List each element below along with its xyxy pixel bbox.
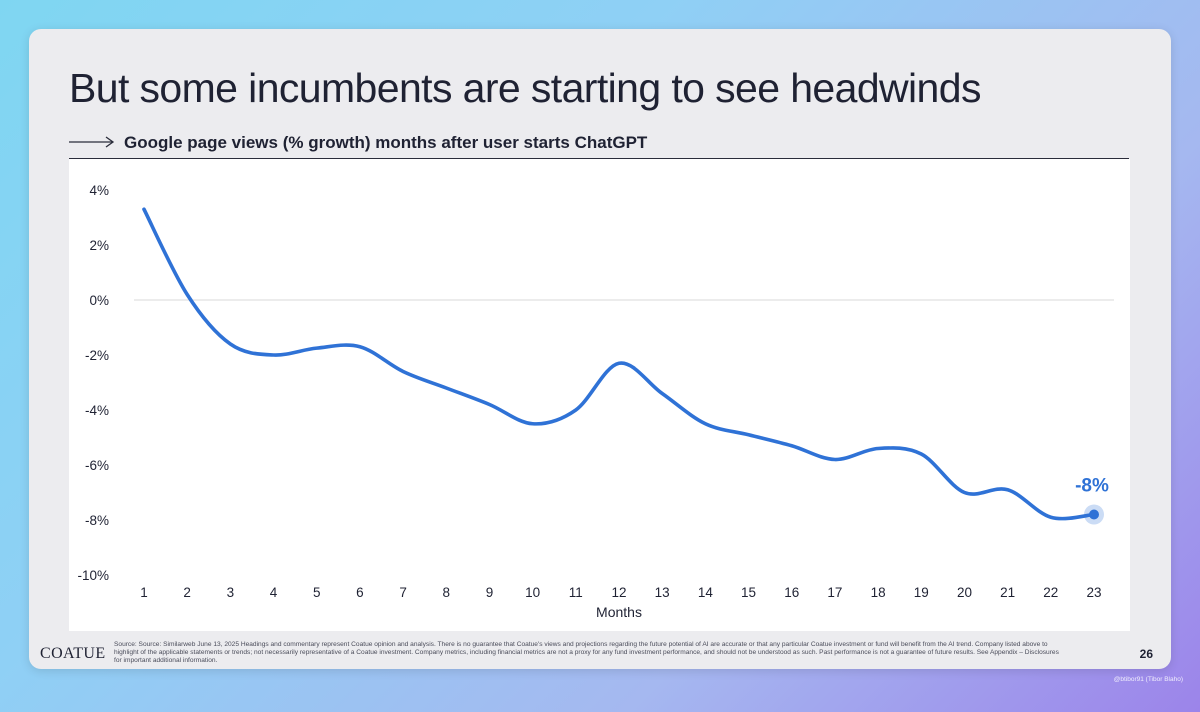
coatue-logo: COATUE [40,645,106,662]
x-tick-label: 14 [698,585,714,600]
slide-title: But some incumbents are starting to see … [69,65,981,111]
footer: COATUE Source: Source: Similarweb June 1… [29,631,1171,669]
y-tick-label: -4% [85,403,109,418]
y-tick-label: -6% [85,458,109,473]
x-tick-label: 12 [611,585,626,600]
end-point-marker [1089,509,1099,520]
x-tick-label: 20 [957,585,972,600]
long-right-arrow-icon [69,136,115,148]
x-tick-label: 11 [569,585,583,600]
y-tick-label: 0% [89,293,109,308]
x-axis-label: Months [596,604,642,620]
x-tick-label: 23 [1086,585,1101,600]
chart-panel: 4% 2% 0% -2% -4% -6% -8% -10% 1 2 3 4 5 6 7 8 9 10 11 12 13 1… [69,159,1130,631]
y-tick-label: 4% [89,183,109,198]
series-line [142,207,1096,521]
x-tick-label: 7 [399,585,407,600]
x-tick-label: 15 [741,585,756,600]
x-tick-label: 22 [1043,585,1058,600]
y-tick-label: -8% [85,513,109,528]
chart-title: Google page views (% growth) months afte… [124,133,648,152]
x-tick-label: 5 [313,585,321,600]
x-tick-label: 16 [784,585,799,600]
source-disclaimer: Source: Source: Similarweb June 13, 2025… [114,641,1059,664]
slide: But some incumbents are starting to see … [29,29,1171,669]
x-tick-label: 2 [183,585,191,600]
y-tick-label: -10% [77,568,109,583]
x-tick-label: 21 [1000,585,1015,600]
x-tick-label: 13 [655,585,670,600]
x-tick-label: 17 [827,585,842,600]
y-tick-label: -2% [85,348,109,363]
watermark: @btibor91 (Tibor Blaho) [1113,676,1183,683]
subtitle-row: Google page views (% growth) months afte… [69,132,1129,159]
y-tick-label: 2% [89,238,109,253]
x-tick-label: 9 [486,585,494,600]
x-tick-label: 19 [914,585,929,600]
page-number: 26 [1139,647,1153,661]
x-tick-label: 6 [356,585,364,600]
x-tick-label: 3 [227,585,235,600]
x-tick-label: 10 [525,585,540,600]
x-tick-label: 1 [140,585,148,600]
end-value-label: -8% [1075,476,1109,497]
x-tick-label: 8 [443,585,451,600]
x-tick-label: 4 [270,585,278,600]
x-tick-label: 18 [871,585,886,600]
line-chart: 4%2%0%-2%-4%-6%-8%-10%1 2 3 4 5 6 7 8 9 10 11 12 13 1… [77,183,1114,620]
